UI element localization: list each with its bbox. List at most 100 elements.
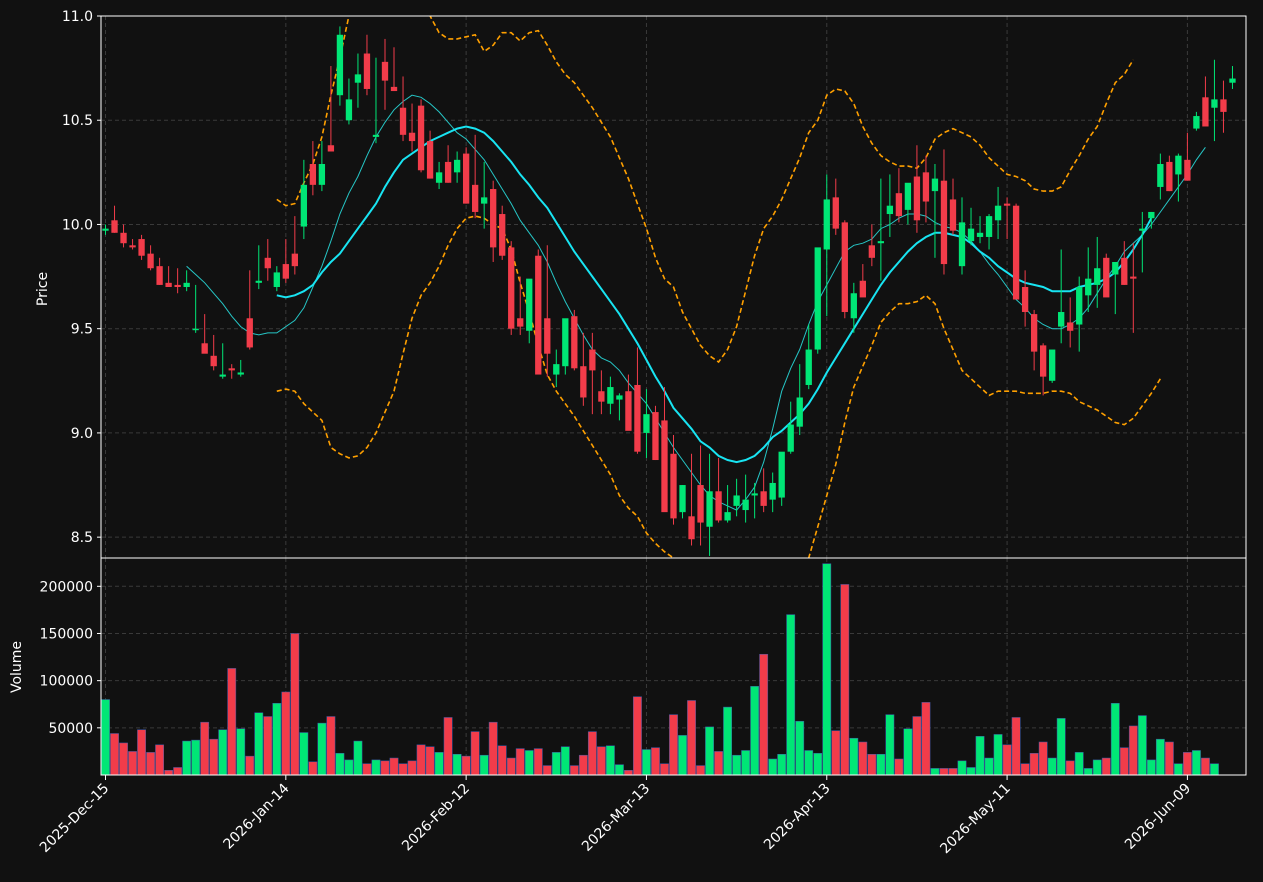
volume-bar [1201,757,1210,776]
volume-bar [1110,703,1120,776]
candle-body [1202,97,1209,127]
candle-body [625,391,632,431]
volume-bar [984,757,994,776]
price-y-axis: 8.5 9.0 9.5 10.0 10.5 11.0 [62,9,101,546]
volume-bar [128,751,137,776]
volume-bar [750,686,760,776]
volume-bar [1092,759,1102,776]
volume-bar [912,716,922,776]
candle-body [841,222,848,313]
candle-body [1039,345,1047,377]
volume-bar [714,751,723,776]
volume-bar [822,563,832,776]
candle-body [769,482,776,500]
volume-bar [948,768,958,776]
volume-bar [660,763,669,776]
candle-body [192,328,199,331]
candle-body [868,245,876,258]
candle-body [1021,287,1029,313]
volume-bar [813,753,823,776]
volume-bar [705,726,714,776]
candle-body [1067,322,1074,331]
candle-body [742,499,749,511]
volume-bar [615,764,624,776]
candle-body [652,412,659,461]
candle-body [102,228,109,231]
volume-bar [398,763,408,776]
candle-body [931,178,939,192]
volume-bar [696,765,705,776]
volume-bar [885,714,895,776]
volume-bar [1146,759,1156,776]
candle-body [1157,164,1164,187]
candle-body [1193,116,1200,129]
candle-body [282,264,289,279]
volume-bar [173,767,183,776]
candle-body [643,414,650,433]
volume-bar [966,767,976,776]
candle-body [210,355,217,367]
candle-body [508,247,515,329]
candle-body [994,205,1002,221]
volume-bar [903,728,913,776]
volume-bar [578,754,588,776]
candle-body [589,349,596,371]
candle-body [670,453,677,519]
price-tick-label: 10.0 [62,217,93,233]
volume-bar [479,754,489,776]
volume-bar [795,720,805,776]
volume-bar [867,753,877,776]
candle-body [426,141,434,179]
candle-body [940,180,948,265]
candle-body [904,182,912,210]
candle-body [1112,261,1119,275]
candle-body [390,86,398,92]
candle-body [517,318,524,327]
volume-bar [353,740,363,776]
candle-body [490,189,497,248]
volume-bar [921,702,931,776]
candle-body [1148,211,1155,219]
candle-body [553,364,560,375]
volume-bar [425,746,435,776]
candle-body [634,384,641,452]
volume-bar [452,753,462,776]
volume-bar [1164,741,1174,776]
candle-body [1184,159,1191,181]
volume-bar [380,760,390,776]
volume-bar [551,752,561,776]
candle-body [462,153,470,204]
candle-body [165,282,172,287]
volume-bar [858,741,868,776]
volume-bar [524,750,534,776]
price-grid [101,16,1246,558]
candle-body [156,266,163,285]
price-tick-label: 9.5 [71,322,93,338]
candle-body [499,214,506,256]
volume-bar [155,744,164,776]
candle-body [1130,276,1137,279]
candle-body [877,241,885,244]
volume-bar [110,733,119,776]
volume-bar [732,754,742,776]
volume-axis-label: Volume [9,641,25,693]
candle-body [526,278,533,331]
candle-body [913,176,921,221]
candle-body [1175,155,1182,175]
bollinger-band-line [276,16,1134,364]
volume-bar [299,732,309,776]
candle-body [336,34,344,96]
candle-body [1211,99,1218,108]
volume-bar [1101,757,1111,776]
volume-bar [642,749,651,776]
candle-body [1030,314,1038,352]
volume-bar [164,770,174,776]
volume-y-axis: 50000 100000 150000 200000 [40,579,101,737]
candle-body [661,420,668,513]
candle-body [318,164,326,185]
candle-body [372,134,380,137]
volume-bar [317,722,327,776]
candle-body [1103,257,1110,298]
candle-body [246,318,253,348]
volume-bar [678,735,687,776]
